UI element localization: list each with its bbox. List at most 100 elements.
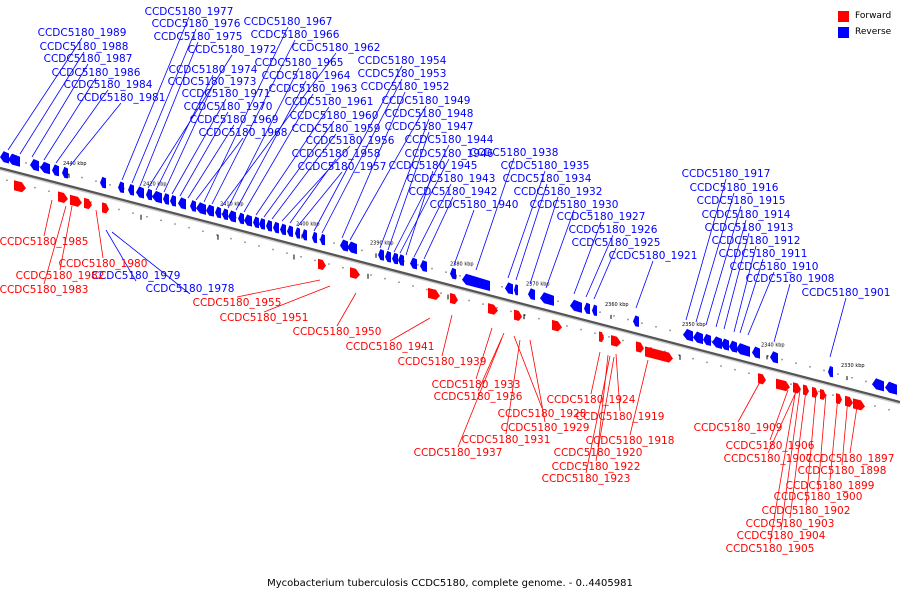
reverse-gene-label: CCDC5180_1913 bbox=[705, 222, 794, 234]
forward-label-leader bbox=[529, 339, 546, 423]
reverse-label-leader bbox=[453, 209, 475, 266]
forward-label-leader bbox=[769, 389, 789, 441]
forward-label-leader bbox=[236, 279, 321, 298]
reverse-gene bbox=[128, 184, 134, 196]
reverse-label-leader bbox=[289, 158, 337, 224]
tick-label: 2370 kbp bbox=[526, 281, 550, 287]
forward-gene bbox=[102, 202, 109, 214]
reverse-label-leader bbox=[139, 41, 199, 187]
reverse-label-leader bbox=[773, 283, 791, 343]
reverse-label-leader bbox=[281, 145, 351, 222]
axis-dot bbox=[440, 292, 442, 294]
reverse-gene-label: CCDC5180_1974 bbox=[169, 64, 258, 76]
forward-label-leader bbox=[477, 332, 505, 392]
forward-gene bbox=[350, 267, 360, 279]
reverse-gene-label: CCDC5180_1971 bbox=[182, 88, 271, 100]
reverse-gene-label: CCDC5180_1989 bbox=[38, 27, 127, 39]
legend-forward-label: Forward bbox=[855, 11, 892, 21]
reverse-gene bbox=[570, 299, 582, 313]
axis-dot bbox=[48, 190, 50, 193]
forward-gene bbox=[14, 180, 26, 193]
reverse-label-leader bbox=[393, 144, 450, 253]
reverse-label-leader bbox=[829, 297, 847, 358]
legend-reverse: Reverse bbox=[838, 24, 891, 40]
reverse-gene bbox=[0, 151, 9, 164]
axis-dot bbox=[370, 274, 372, 276]
axis-dot bbox=[874, 405, 876, 407]
axis-dot bbox=[95, 180, 97, 182]
reverse-gene bbox=[244, 214, 252, 227]
reverse-gene-label: CCDC5180_1908 bbox=[746, 273, 835, 285]
reverse-gene bbox=[872, 378, 884, 392]
forward-label-leader bbox=[597, 354, 609, 448]
reverse-gene-label: CCDC5180_1978 bbox=[146, 283, 235, 295]
reverse-gene bbox=[118, 181, 124, 194]
forward-label-leader bbox=[789, 389, 807, 519]
reverse-gene bbox=[514, 284, 518, 296]
reverse-gene-label: CCDC5180_1934 bbox=[503, 173, 592, 185]
reverse-gene-label: CCDC5180_1957 bbox=[298, 161, 387, 173]
reverse-gene-label: CCDC5180_1915 bbox=[697, 195, 786, 207]
reverse-gene-label: CCDC5180_1981 bbox=[77, 92, 166, 104]
axis-dot bbox=[81, 176, 83, 179]
reverse-swatch bbox=[838, 26, 849, 38]
forward-gene-label: CCDC5180_1920 bbox=[554, 447, 643, 459]
forward-label-leader bbox=[767, 391, 797, 454]
forward-label-leader bbox=[590, 351, 601, 395]
axis-dot bbox=[174, 223, 176, 225]
forward-label-leader bbox=[829, 395, 839, 481]
reverse-gene-label: CCDC5180_1948 bbox=[385, 108, 474, 120]
axis-dot bbox=[258, 245, 260, 247]
tick-label: 2410 kbp bbox=[220, 202, 244, 208]
axis-dot bbox=[809, 366, 811, 368]
axis-dot bbox=[39, 165, 41, 168]
axis-dot bbox=[501, 286, 503, 288]
reverse-gene bbox=[340, 239, 348, 252]
reverse-gene-label: CCDC5180_1954 bbox=[358, 55, 447, 67]
axis-dot bbox=[286, 252, 288, 254]
axis-dot bbox=[384, 277, 386, 280]
axis-dot bbox=[538, 317, 540, 320]
axis-dot bbox=[524, 314, 526, 316]
axis-dot bbox=[888, 408, 890, 411]
axis-dot bbox=[790, 383, 792, 385]
forward-label-leader bbox=[43, 199, 53, 237]
axis-dot bbox=[342, 266, 344, 269]
reverse-gene-label: CCDC5180_1911 bbox=[719, 248, 808, 260]
axis-dot bbox=[613, 315, 615, 317]
reverse-label-leader bbox=[179, 111, 229, 197]
reverse-label-leader bbox=[43, 77, 97, 161]
forward-gene bbox=[645, 346, 673, 363]
reverse-gene bbox=[190, 200, 196, 212]
forward-gene bbox=[611, 335, 621, 347]
reverse-gene bbox=[462, 273, 490, 292]
reverse-label-leader bbox=[227, 67, 300, 209]
reverse-label-leader bbox=[685, 178, 727, 321]
forward-label-leader bbox=[475, 327, 493, 380]
forward-gene-label: CCDC5180_1900 bbox=[774, 491, 863, 503]
forward-gene bbox=[836, 393, 842, 405]
reverse-label-leader bbox=[55, 89, 109, 164]
axis-dot bbox=[118, 208, 120, 211]
axis-dot bbox=[669, 329, 671, 332]
axis-dot bbox=[482, 303, 484, 305]
reverse-label-leader bbox=[271, 133, 337, 220]
axis-dot bbox=[781, 358, 783, 361]
reverse-label-leader bbox=[187, 124, 235, 199]
reverse-gene bbox=[273, 221, 279, 234]
reverse-gene bbox=[633, 315, 639, 327]
reverse-gene-label: CCDC5180_1942 bbox=[409, 186, 498, 198]
axis-dot bbox=[146, 216, 148, 218]
forward-label-leader bbox=[595, 356, 615, 462]
reverse-gene-label: CCDC5180_1973 bbox=[168, 76, 257, 88]
reverse-gene-label: CCDC5180_1959 bbox=[292, 123, 381, 135]
reverse-label-leader bbox=[739, 258, 764, 334]
reverse-gene-label: CCDC5180_1930 bbox=[530, 199, 619, 211]
forward-gene-label: CCDC5180_1950 bbox=[293, 326, 382, 338]
forward-gene-label: CCDC5180_1931 bbox=[462, 434, 551, 446]
axis-dot bbox=[655, 326, 657, 328]
reverse-gene bbox=[693, 331, 703, 345]
reverse-gene-label: CCDC5180_1944 bbox=[405, 134, 494, 146]
forward-gene bbox=[776, 378, 790, 392]
axis-dot bbox=[627, 318, 629, 321]
